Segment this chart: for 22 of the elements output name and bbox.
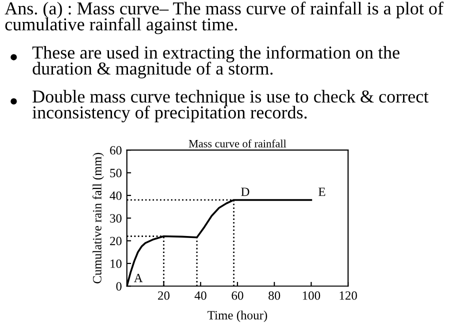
annotation: D [241,188,250,196]
y-tick-label: 30 [110,214,122,223]
annotation: A [134,274,143,282]
y-tick-label: 40 [110,191,122,200]
text: These are used in extracting the information on the duration & magnitude of a storm. [32,46,400,78]
y-tick-label: 10 [110,259,122,268]
y-tick-label: 60 [110,146,122,155]
annotation: E [318,188,326,196]
y-axis-title: Cumulative rain fall (mm) [92,152,104,284]
y-tick-label: 50 [110,168,122,178]
x-tick-label: 80 [268,291,280,300]
chart-title: Mass curve of rainfall [188,139,286,148]
x-tick-label: 60 [232,291,244,300]
x-tick-label: 40 [194,291,206,300]
y-tick-label: 0 [116,282,122,291]
x-tick-label: 20 [158,291,170,300]
text: Double mass curve technique is use to check & correct inconsistency of precipitation records. [32,90,429,122]
y-tick-label: 20 [110,236,122,246]
x-tick-label: 100 [302,291,320,300]
text: Ans. (a) : Mass curve– The mass curve of rainfall is a plot of cumulative rainfall against time. [4,2,444,34]
x-axis-title: Time (hour) [208,310,268,322]
x-tick-label: 120 [340,291,357,300]
